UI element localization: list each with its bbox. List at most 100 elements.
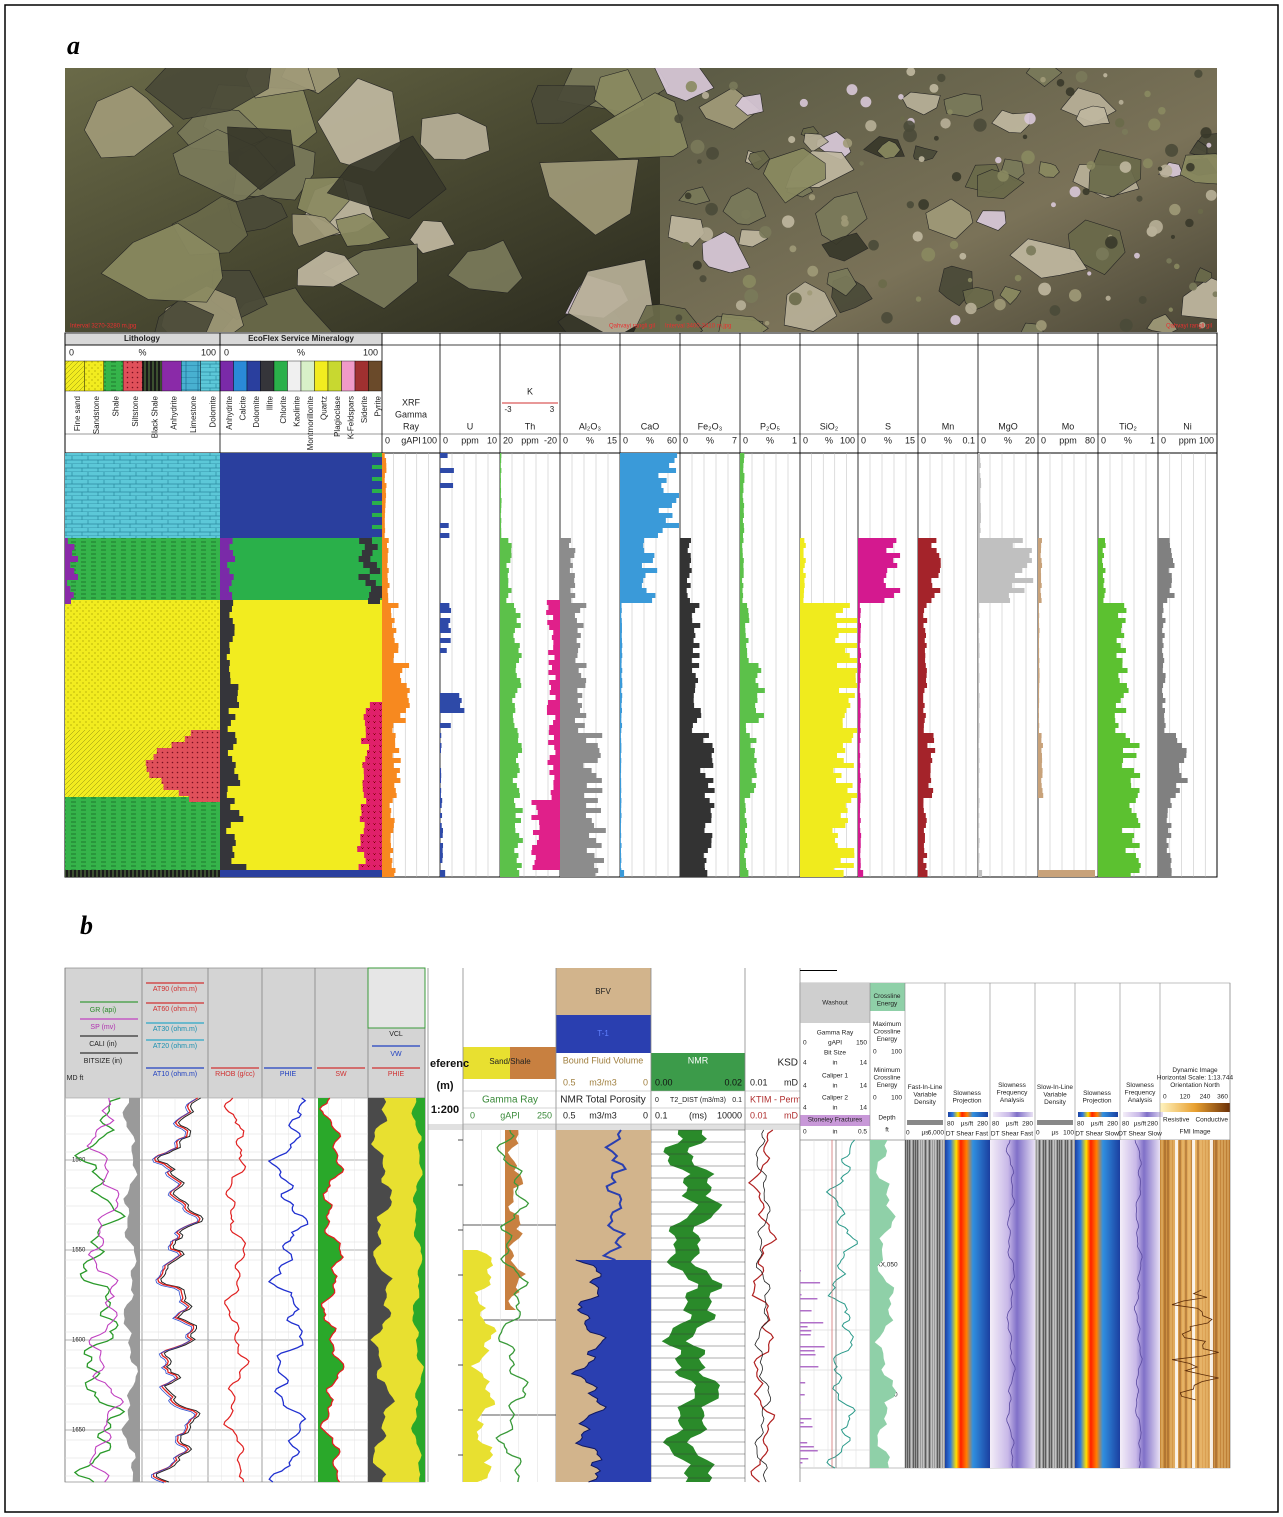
element-bar [1158,548,1172,553]
label: Siltstone [131,395,140,426]
pebble [1118,99,1124,105]
pebble [735,300,747,311]
element-bar [560,563,573,568]
element-bar [500,563,507,568]
element-bar [560,828,606,833]
log-curve [151,1098,199,1484]
element-bar [978,503,981,508]
element-bar [858,793,861,798]
element-bar [740,518,743,523]
element-bar [800,828,833,833]
element-bar [1098,668,1128,673]
pebble [675,314,683,322]
element-bar [560,673,582,678]
element-bar [1158,683,1164,688]
element-bar [1038,563,1043,568]
element-bar [551,795,560,800]
element-bar [1098,838,1133,843]
element-bar [382,613,392,618]
element-bar [1038,598,1042,603]
element-bar [978,528,981,533]
pebble [742,274,756,288]
element-bar [858,553,901,558]
label: Th [525,421,536,431]
element-bar [500,553,512,558]
log-curve [86,1097,124,1483]
element-bar [440,453,448,458]
element-bar [918,683,928,688]
pebble [1095,247,1109,261]
element-bar [680,858,707,863]
element-bar [918,818,927,823]
element-bar [382,578,388,583]
element-bar [1098,573,1103,578]
element-bar [382,473,385,478]
element-bar [978,588,1025,593]
element-bar [440,803,442,808]
element-bar [560,738,587,743]
element-bar [858,558,894,563]
element-bar [858,783,861,788]
rock [1146,313,1178,332]
element-bar [382,713,401,718]
element-bar [500,688,518,693]
element-bar [978,643,980,648]
element-bar [560,618,577,623]
label: 15 [905,435,915,445]
element-bar [382,598,389,603]
element-bar [740,788,755,793]
element-bar [500,733,519,738]
color-key [1037,1120,1073,1125]
element-bar [740,693,758,698]
element-bar [620,658,622,663]
label: % [646,435,654,445]
element-bar [918,573,939,578]
element-bar [1038,603,1039,608]
element-bar [1038,633,1040,638]
element-bar [918,753,931,758]
label: 100 [363,347,378,357]
pebble [1185,218,1194,228]
rock [876,140,901,159]
vdl-stripe [1041,1140,1042,1468]
element-bar [800,593,804,598]
element-bar [620,478,667,483]
element-bar [1098,858,1139,863]
element-bar [560,783,587,788]
lithology-step [145,760,220,766]
mineral-step [220,672,231,678]
element-bar [1038,663,1040,668]
element-bar [1098,688,1129,693]
element-bar [620,588,647,593]
element-bar [1038,673,1040,678]
element-bar [1158,698,1166,703]
element-bar [680,548,688,553]
vdl-stripe [1061,1140,1062,1468]
mineral-step [363,774,382,780]
element-bar [1098,783,1132,788]
element-bar [680,870,708,877]
element-bar [978,870,983,877]
element-bar [800,573,806,578]
element-bar [620,778,622,783]
element-bar [1098,798,1136,803]
element-bar [382,853,391,858]
label: AT20 (ohm.m) [153,1043,197,1050]
element-bar [620,688,622,693]
lithology-swatch [161,360,182,392]
element-bar [740,843,748,848]
pebble [1087,271,1092,276]
label: RHOB (g/cc) [215,1071,255,1078]
label: Slow-In-Line [1037,1084,1074,1091]
element-bar [740,698,758,703]
element-bar [1098,588,1106,593]
element-bar [680,603,700,608]
element-bar [1158,673,1166,678]
element-bar [1158,618,1166,623]
element-bar [500,763,519,768]
label: Gamma Ray [817,1030,854,1037]
element-bar [1098,723,1119,728]
lithology-zone [65,600,220,730]
element-bar [680,788,715,793]
element-bar [382,703,410,708]
